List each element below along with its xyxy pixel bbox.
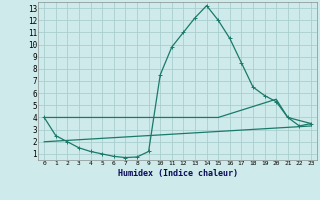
X-axis label: Humidex (Indice chaleur): Humidex (Indice chaleur) [118,169,238,178]
